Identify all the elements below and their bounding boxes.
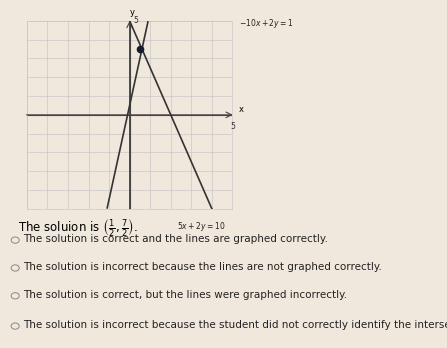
Text: y: y — [130, 8, 135, 17]
Text: The solution is correct, but the lines were graphed incorrectly.: The solution is correct, but the lines w… — [23, 290, 347, 300]
Text: x: x — [239, 105, 244, 114]
Text: $-10x + 2y = 1$: $-10x + 2y = 1$ — [239, 17, 293, 30]
Text: The solution is incorrect because the student did not correctly identify the int: The solution is incorrect because the st… — [23, 320, 447, 330]
Text: The solution is correct and the lines are graphed correctly.: The solution is correct and the lines ar… — [23, 234, 328, 244]
Text: $5x + 2y = 10$: $5x + 2y = 10$ — [177, 220, 226, 233]
Text: The solution is incorrect because the lines are not graphed correctly.: The solution is incorrect because the li… — [23, 262, 382, 272]
Text: 5: 5 — [134, 16, 139, 25]
Text: The soluion is $\left(\frac{1}{2}, \frac{7}{2}\right)$.: The soluion is $\left(\frac{1}{2}, \frac… — [18, 218, 138, 238]
Text: 5: 5 — [230, 122, 235, 131]
